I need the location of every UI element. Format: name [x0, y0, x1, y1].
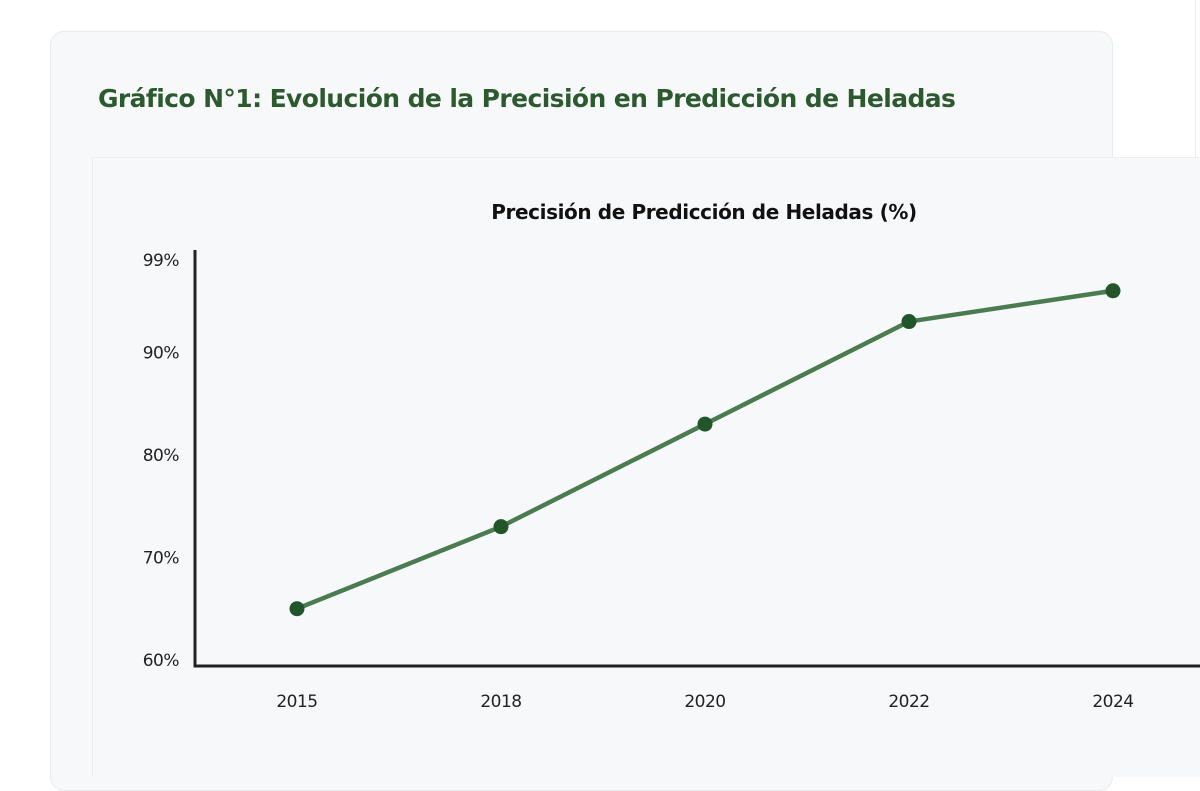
data-point-2015[interactable] — [289, 601, 305, 617]
line-chart: Precisión de Predicción de Heladas (%) 6… — [143, 200, 1200, 712]
y-tick-label: 80% — [143, 446, 180, 466]
y-tick-label: 99% — [143, 251, 180, 271]
data-point-2018[interactable] — [493, 519, 509, 535]
chart-title: Precisión de Predicción de Heladas (%) — [491, 200, 916, 224]
x-tick-label: 2022 — [888, 692, 929, 712]
card-title: Gráfico N°1: Evolución de la Precisión e… — [98, 84, 956, 113]
data-point-2024[interactable] — [1105, 283, 1121, 299]
x-tick-label: 2020 — [684, 692, 725, 712]
y-tick-label: 60% — [143, 651, 180, 671]
x-tick-label: 2024 — [1092, 692, 1133, 712]
y-tick-label: 90% — [143, 343, 180, 363]
chart-axes — [193, 250, 1200, 668]
series-line — [294, 288, 1116, 611]
x-tick-label: 2018 — [480, 692, 521, 712]
y-tick-label: 70% — [143, 548, 180, 568]
series-markers — [289, 283, 1121, 617]
data-point-2022[interactable] — [901, 314, 917, 330]
chart-container: Precisión de Predicción de Heladas (%) 6… — [92, 157, 1200, 777]
x-axis-ticks: 2015 2018 2020 2022 2024 — [276, 692, 1134, 712]
y-axis-ticks: 60% 70% 80% 90% 99% — [143, 251, 180, 671]
data-point-2020[interactable] — [697, 416, 713, 432]
x-tick-label: 2015 — [276, 692, 317, 712]
